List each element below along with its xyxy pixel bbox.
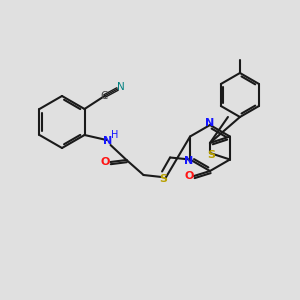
Text: O: O — [184, 171, 194, 181]
Text: N: N — [103, 136, 112, 146]
Text: S: S — [160, 174, 167, 184]
Text: O: O — [101, 157, 110, 167]
Text: C: C — [101, 91, 108, 101]
Text: H: H — [111, 130, 118, 140]
Text: N: N — [117, 82, 124, 92]
Text: N: N — [206, 118, 214, 128]
Text: S: S — [207, 150, 215, 160]
Text: N: N — [184, 155, 194, 166]
